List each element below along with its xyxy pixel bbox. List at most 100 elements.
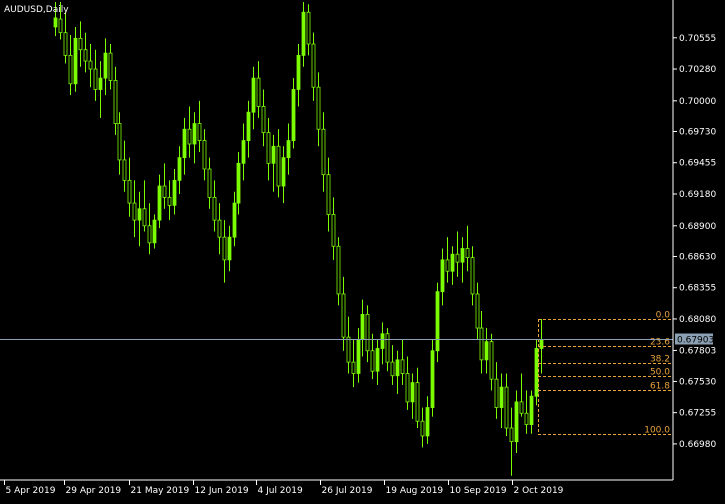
candle-body [276,145,281,187]
candle-body [266,132,271,164]
candle-body [415,382,420,422]
candle-body [157,185,162,221]
price-tick-label: 0.68630 [679,252,716,262]
candle-body [346,336,351,363]
candle-body [227,236,232,261]
candle-body [177,157,182,181]
fib-level-label: 100.0 [644,426,670,436]
candle-body [365,314,370,352]
candle-body [445,259,450,272]
candle-body [58,18,63,34]
candle-body [341,293,346,338]
time-tick-label: 10 Sep 2019 [450,486,507,496]
price-axis[interactable]: 0.70555 0.70280 0.70000 0.69730 0.69455 0.691… [673,34,716,450]
candle-body [291,89,296,141]
candle-body [236,162,241,204]
price-tick-label: 0.69455 [679,159,716,169]
candle-body [217,219,222,238]
candle-body [316,86,321,130]
candle-body [425,407,430,437]
candle-body [207,168,212,198]
candle-body [98,77,103,90]
candle-body [475,293,480,329]
candle-body [460,248,465,263]
candle-body [256,77,261,107]
candle-body [499,386,504,408]
current-price-text: 0.67903 [677,336,714,346]
candle-body [162,185,167,198]
candle-body [331,214,336,247]
price-tick-label: 0.70555 [679,34,716,44]
price-tick-label: 0.70280 [679,65,716,75]
fib-level-label: 0.0 [656,311,671,321]
candle-body [375,348,380,372]
price-tick-label: 0.68355 [679,284,716,294]
candle-body [380,333,385,349]
candle-body [63,32,68,56]
candle-body [519,401,524,414]
candle-body [479,327,484,361]
candle-body [326,174,331,215]
candle-body [336,245,341,295]
fibonacci-retracement[interactable]: 0.0 23.6 38.2 50.0 61.8 100.0 [538,311,672,436]
candle-body [137,208,142,221]
candle-body [306,11,311,45]
fib-level-label: 61.8 [650,382,670,392]
candle-body [405,373,410,403]
candle-body [53,17,58,28]
time-tick-label: 26 Jul 2019 [322,486,373,496]
candle-body [202,140,207,170]
time-tick-label: 5 Apr 2019 [6,486,56,496]
candle-body [117,123,122,161]
candle-body [232,202,237,238]
candle-body [430,350,435,408]
chart-title: AUDUSD,Daily [4,5,69,15]
candle-body [142,208,147,227]
candle-body [103,52,108,79]
candle-body [524,412,529,426]
candle-body [529,395,534,426]
candle-body [182,128,187,159]
time-tick-label: 19 Aug 2019 [386,486,444,496]
time-tick-label: 21 May 2019 [131,486,190,496]
candle-body [370,350,375,372]
candle-body [509,427,514,443]
candle-body [286,140,291,159]
candle-body [484,341,489,361]
candle-body [435,291,440,352]
candle-body [197,123,202,141]
price-tick-label: 0.68900 [679,222,716,232]
candle-body [167,196,172,206]
candle-body [539,339,544,349]
candle-body [301,11,306,56]
candle-body [73,37,78,85]
time-tick-label: 2 Oct 2019 [514,486,564,496]
candle-body [455,253,460,263]
candle-body [494,378,499,408]
candle-body [385,333,390,363]
candle-body [514,401,519,443]
candle-body [281,157,286,187]
time-axis[interactable]: 5 Apr 2019 29 Apr 2019 21 May 2019 12 Jun 2… [4,480,564,496]
candle-body [113,79,118,124]
candle-body [400,359,405,374]
candle-body [470,257,475,295]
candle-body [251,77,256,113]
candle-body [321,128,326,176]
candle-body [489,341,494,380]
candle-body [122,159,127,181]
candle-body [356,339,361,374]
candle-body [440,259,445,293]
price-tick-label: 0.69730 [679,128,716,138]
price-tick-label: 0.67530 [679,377,716,387]
candle-body [212,196,217,221]
price-tick-label: 0.70000 [679,97,716,107]
candle-body [187,128,192,145]
candle-body [127,179,132,204]
fib-level-label: 23.6 [650,338,670,348]
candle-body [351,361,356,374]
price-tick-label: 0.66980 [679,440,716,450]
price-tick-label: 0.67255 [679,409,716,419]
